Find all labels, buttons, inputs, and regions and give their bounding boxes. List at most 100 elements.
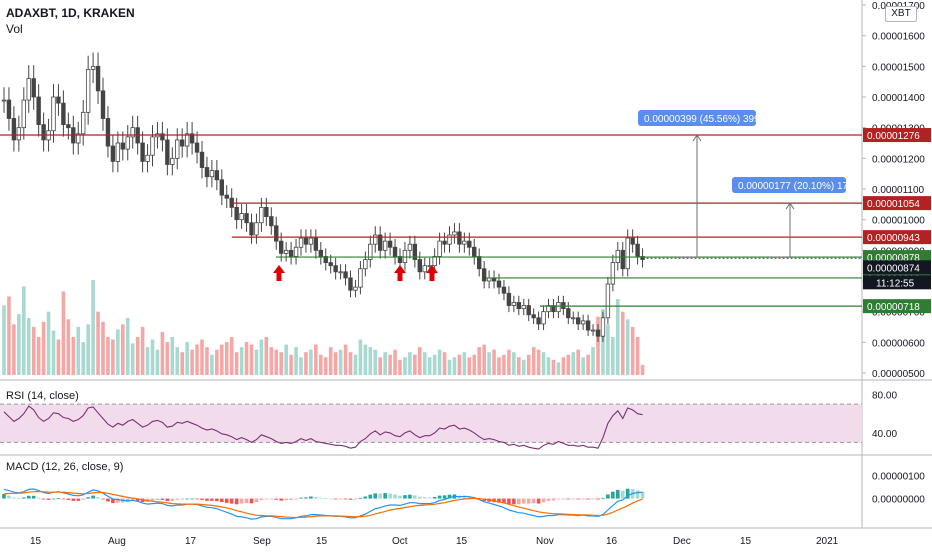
macd-histogram-bar	[254, 498, 259, 502]
macd-histogram-bar	[165, 498, 170, 502]
measure-label-box	[732, 177, 846, 193]
macd-histogram-bar	[536, 498, 541, 504]
candle-body	[392, 246, 398, 257]
volume-bar	[388, 354, 392, 375]
volume-bar	[586, 354, 590, 375]
candle-body	[501, 286, 507, 294]
candle-body	[635, 243, 640, 257]
macd-histogram-bar	[309, 496, 313, 499]
volume-bar	[106, 337, 110, 375]
volume-bar	[517, 357, 521, 375]
price-tick-label: 0.00000700	[872, 308, 925, 319]
volume-bar	[7, 296, 11, 375]
volume-bar	[224, 342, 229, 375]
candle-body	[476, 256, 482, 270]
macd-histogram-bar	[502, 498, 506, 504]
candle-body	[447, 234, 452, 245]
candle-body	[130, 127, 135, 138]
candle-body	[274, 225, 279, 242]
price-tick-label: 0.00001600	[872, 32, 925, 43]
volume-bar	[536, 349, 541, 375]
macd-histogram-bar	[418, 496, 422, 499]
candle-body	[363, 259, 368, 270]
candle-body	[407, 243, 413, 251]
macd-histogram-bar	[388, 493, 392, 499]
macd-histogram-bar	[130, 498, 135, 501]
x-tick-label: 15	[316, 536, 328, 547]
candle-body	[125, 136, 130, 150]
volume-bar	[635, 337, 640, 375]
volume-bar	[541, 352, 546, 375]
volume-bar	[215, 349, 219, 375]
macd-histogram-bar	[111, 498, 115, 504]
candle-body	[219, 179, 224, 196]
candle-body	[11, 118, 17, 141]
volume-bar	[482, 344, 486, 375]
candle-body	[422, 265, 427, 273]
candle-body	[278, 240, 284, 254]
macd-histogram-bar	[408, 494, 412, 499]
volume-bar	[427, 357, 432, 375]
candle-body	[150, 136, 155, 156]
volume-bar	[640, 364, 645, 375]
macd-histogram-bar	[71, 498, 76, 501]
volume-bar	[413, 354, 417, 375]
volume-bar	[121, 324, 125, 375]
macd-histogram-bar	[581, 498, 585, 500]
volume-bar	[507, 349, 511, 375]
macd-histogram-bar	[497, 498, 501, 503]
countdown-label: 11:12:55	[876, 278, 915, 289]
candle-body	[100, 90, 106, 119]
volume-bar	[408, 352, 412, 375]
volume-bar	[630, 326, 635, 375]
volume-bar	[210, 354, 214, 375]
rsi-tick-label: 80.00	[872, 391, 897, 402]
volume-bar	[36, 337, 41, 375]
candle-body	[165, 139, 170, 165]
macd-histogram-bar	[26, 495, 31, 499]
candle-body	[175, 139, 180, 159]
volume-bar	[358, 339, 363, 375]
candle-body	[536, 317, 541, 325]
candle-body	[90, 65, 96, 70]
volume-bar	[101, 321, 105, 375]
candle-body	[620, 249, 625, 270]
macd-histogram-bar	[596, 498, 600, 500]
macd-histogram-bar	[625, 488, 630, 499]
candle-body	[373, 234, 378, 245]
level-price-label: 0.00001276	[867, 131, 920, 142]
macd-histogram-bar	[591, 498, 595, 500]
macd-histogram-bar	[91, 495, 95, 499]
macd-histogram-bar	[358, 497, 363, 499]
candle-body	[462, 240, 467, 245]
measure-label: 0.00000399 (45.56%) 399	[644, 114, 760, 125]
candle-body	[368, 243, 373, 260]
volume-bar	[383, 352, 387, 375]
macd-histogram-bar	[51, 498, 56, 500]
macd-histogram-bar	[234, 498, 239, 505]
candle-body	[76, 133, 81, 144]
candle-body	[397, 256, 403, 264]
volume-bar	[299, 357, 303, 375]
measure-arrow-head	[692, 134, 702, 142]
currency-badge[interactable]: XBT	[885, 6, 917, 22]
volume-bar	[195, 344, 199, 375]
candle-body	[353, 286, 358, 291]
volume-bar	[521, 359, 526, 375]
volume-bar	[205, 347, 209, 375]
candle-body	[26, 78, 31, 101]
macd-histogram-bar	[526, 498, 531, 504]
macd-label: MACD (12, 26, close, 9)	[6, 461, 124, 473]
volume-bar	[403, 357, 407, 375]
volume-bar	[22, 286, 26, 375]
macd-histogram-bar	[378, 493, 382, 499]
macd-histogram-bar	[576, 498, 580, 500]
candle-body	[521, 305, 526, 309]
x-tick-label: Oct	[392, 536, 408, 547]
macd-histogram-bar	[36, 497, 41, 499]
macd-histogram-bar	[304, 497, 308, 499]
x-tick-label: Dec	[673, 536, 691, 547]
volume-bar	[561, 357, 566, 375]
